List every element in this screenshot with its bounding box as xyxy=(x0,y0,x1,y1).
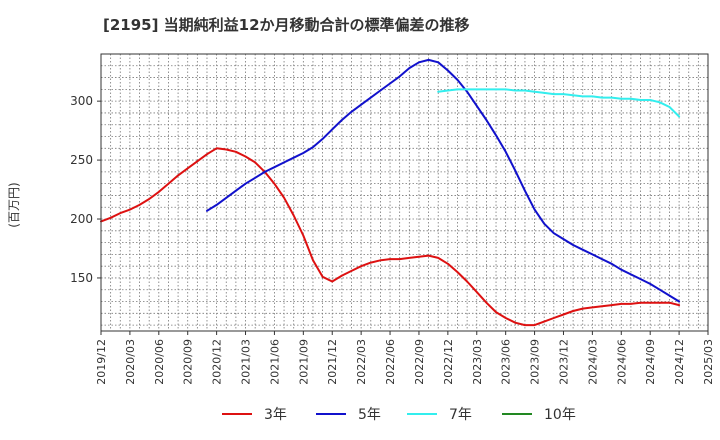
y-axis-ticks: 150 200 250 300 xyxy=(70,94,101,285)
series-line-2 xyxy=(206,58,681,303)
plot-frame xyxy=(100,53,709,332)
x-tick-label: 2024/03 xyxy=(586,339,599,385)
x-tick-label: 2019/12 xyxy=(95,339,108,385)
x-tick-label: 2020/06 xyxy=(153,339,166,385)
chart-title: [2195] 当期純利益12か月移動合計の標準偏差の推移 xyxy=(103,16,470,34)
y-tick-label: 150 xyxy=(70,271,93,285)
x-tick-label: 2020/12 xyxy=(211,339,224,385)
x-tick-label: 2022/12 xyxy=(442,339,455,385)
x-tick-label: 2024/09 xyxy=(644,339,657,385)
y-tick-label: 200 xyxy=(70,212,93,226)
series-group xyxy=(100,58,681,327)
x-tick-label: 2023/03 xyxy=(471,339,484,385)
x-tick-label: 2021/06 xyxy=(268,339,281,385)
y-tick-label: 300 xyxy=(70,94,93,108)
legend: 3年 5年 7年 10年 xyxy=(222,407,576,423)
x-tick-label: 2020/09 xyxy=(182,339,195,385)
x-tick-label: 2023/12 xyxy=(557,339,570,385)
grid xyxy=(101,54,708,331)
x-tick-label: 2020/03 xyxy=(124,339,137,385)
x-tick-label: 2021/09 xyxy=(297,339,310,385)
x-tick-label: 2023/06 xyxy=(500,339,513,385)
x-tick-label: 2025/03 xyxy=(702,339,715,385)
x-tick-label: 2024/12 xyxy=(673,339,686,385)
x-tick-label: 2022/03 xyxy=(355,339,368,385)
legend-label-3: 7年 xyxy=(449,407,472,423)
x-tick-label: 2023/09 xyxy=(529,339,542,385)
series-line-1 xyxy=(100,147,681,327)
x-tick-label: 2022/06 xyxy=(384,339,397,385)
x-axis-ticks: 2019/12 2020/03 2020/06 2020/09 2020/12 2021/… xyxy=(95,331,715,385)
legend-label-4: 10年 xyxy=(544,407,576,423)
y-axis-label: (百万円) xyxy=(7,182,21,227)
y-tick-label: 250 xyxy=(70,153,93,167)
x-tick-label: 2021/03 xyxy=(240,339,253,385)
legend-label-2: 5年 xyxy=(358,407,381,423)
series-line-3 xyxy=(437,88,681,118)
legend-label-1: 3年 xyxy=(264,407,287,423)
x-tick-label: 2024/06 xyxy=(615,339,628,385)
x-tick-label: 2022/09 xyxy=(413,339,426,385)
x-tick-label: 2021/12 xyxy=(326,339,339,385)
